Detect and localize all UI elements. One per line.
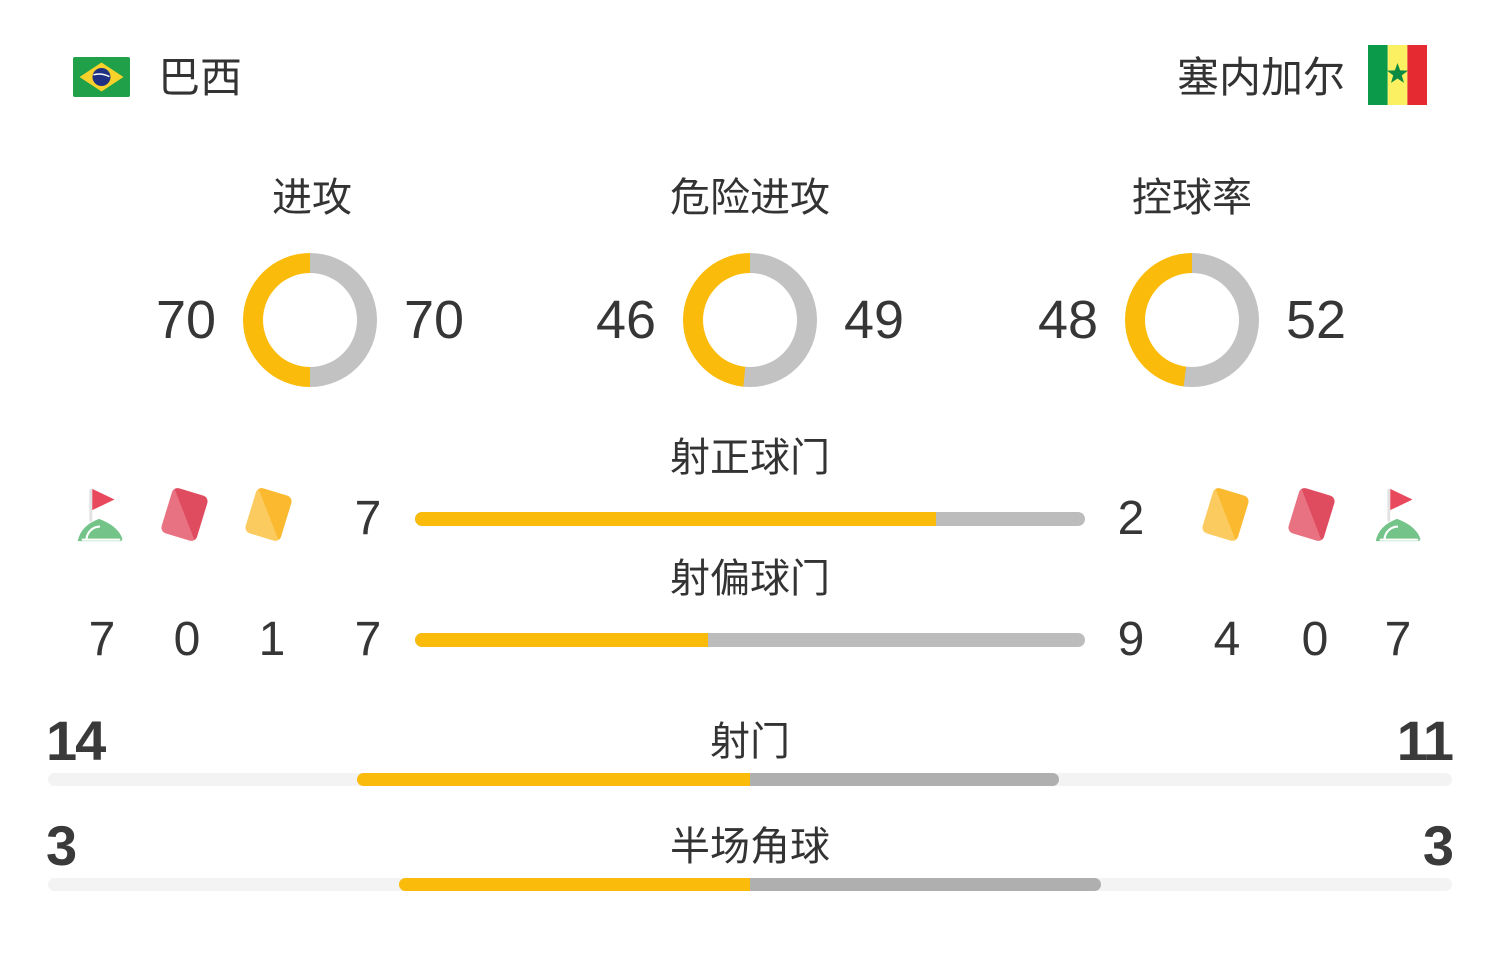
bar-home-value: 7 <box>354 492 382 545</box>
bar-away-fill <box>750 773 1059 786</box>
bar-home-fill <box>415 633 709 647</box>
shots-away-value: 11 <box>1396 709 1454 772</box>
red-card-icon <box>1286 486 1337 543</box>
away-yellow-card-count: 4 <box>1213 613 1241 666</box>
donut-title-attacks: 进攻 <box>272 176 352 220</box>
yellow-card-icon <box>243 486 294 543</box>
yellow-card-icon <box>1200 486 1251 543</box>
donut-chart-attacks <box>243 253 377 387</box>
bar-away-value: 2 <box>1117 492 1145 545</box>
donut-title-dangerous-attacks: 危险进攻 <box>670 176 830 220</box>
bar-title-shots-on-target: 射正球门 <box>670 436 830 480</box>
donut-home-value: 70 <box>155 290 217 350</box>
donut-away-value: 52 <box>1285 290 1347 350</box>
senegal-flag-icon <box>1368 45 1427 105</box>
bar-home-fill <box>399 878 750 891</box>
bar-home-fill <box>356 773 750 786</box>
donut-chart-possession <box>1125 253 1259 387</box>
bar-home-value: 7 <box>354 613 382 666</box>
away-team-name: 塞内加尔 <box>1176 54 1345 101</box>
donut-home-value: 46 <box>595 290 657 350</box>
donut-title-possession: 控球率 <box>1132 176 1252 220</box>
bar-title-half-corners: 半场角球 <box>670 825 830 869</box>
bar-away-fill <box>750 878 1101 891</box>
brazil-flag-icon <box>73 57 130 97</box>
bar-shots-on-target <box>415 512 1085 526</box>
bar-home-fill <box>415 512 937 526</box>
red-card-icon <box>159 486 210 543</box>
bar-shots-off-target <box>415 633 1085 647</box>
home-red-card-count: 0 <box>173 613 201 666</box>
corners-away-value: 3 <box>1422 814 1454 877</box>
home-team-name: 巴西 <box>158 54 243 101</box>
away-red-card-count: 0 <box>1301 613 1329 666</box>
bar-title-shots-off-target: 射偏球门 <box>670 557 830 601</box>
donut-chart-dangerous-attacks <box>683 253 817 387</box>
away-corner-count: 7 <box>1384 613 1412 666</box>
donut-away-value: 70 <box>403 290 465 350</box>
home-yellow-card-count: 1 <box>258 613 286 666</box>
corner-flag-icon <box>77 488 123 542</box>
corner-flag-icon <box>1375 488 1421 542</box>
donut-home-value: 48 <box>1037 290 1099 350</box>
shots-home-value: 14 <box>46 709 106 772</box>
bar-shots <box>48 773 1452 786</box>
bar-title-shots: 射门 <box>710 720 790 764</box>
bar-away-value: 9 <box>1117 613 1145 666</box>
bar-half-corners <box>48 878 1452 891</box>
corners-home-value: 3 <box>46 814 77 877</box>
donut-away-value: 49 <box>843 290 905 350</box>
home-corner-count: 7 <box>88 613 116 666</box>
